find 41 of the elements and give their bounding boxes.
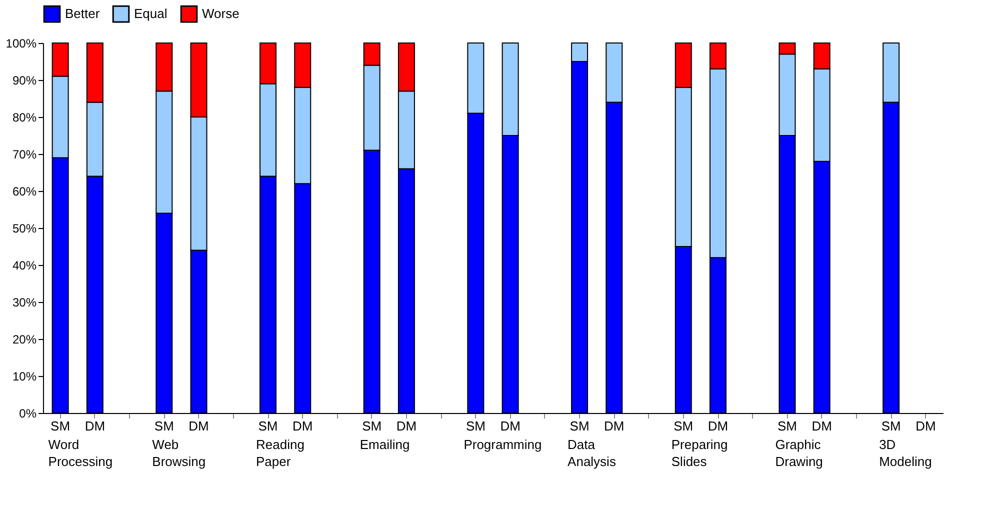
x-tick-label: DM xyxy=(292,418,313,434)
x-tick-label: DM xyxy=(396,418,417,434)
text: Web Browsing xyxy=(152,437,206,469)
text: Graphic Drawing xyxy=(775,437,823,469)
legend-label: Worse xyxy=(202,6,240,22)
x-tick-label: SM xyxy=(570,418,590,434)
y-tick-label: 20% xyxy=(12,332,37,346)
y-tick-label: 100% xyxy=(6,36,37,50)
y-tick-label: 90% xyxy=(12,74,37,88)
x-tick-label: SM xyxy=(362,418,382,434)
text: Reading Paper xyxy=(256,437,304,469)
x-tick-label: SM xyxy=(154,418,174,434)
text: Programming xyxy=(464,437,542,452)
x-tick-label: DM xyxy=(708,418,728,434)
x-tick-label: SM xyxy=(674,418,694,434)
y-tick-label: 10% xyxy=(12,370,37,384)
text: Emailing xyxy=(360,437,410,452)
legend-label: Better xyxy=(65,6,100,22)
x-tick-label: DM xyxy=(84,418,106,434)
x-tick-label: DM xyxy=(500,418,520,434)
y-tick-label: 30% xyxy=(12,296,37,310)
y-tick-label: 0% xyxy=(19,406,37,420)
y-tick-label: 80% xyxy=(12,110,37,124)
x-tick-label: SM xyxy=(777,418,797,434)
x-tick-label: SM xyxy=(881,418,901,434)
y-tick-label: 50% xyxy=(12,222,37,236)
y-tick-label: 60% xyxy=(12,184,37,198)
x-tick-label: DM xyxy=(916,418,936,434)
x-tick-label: DM xyxy=(604,418,624,434)
x-tick-label: DM xyxy=(812,418,832,434)
text: Word Processing xyxy=(48,437,113,469)
x-tick-label: DM xyxy=(188,418,209,434)
y-tick-label: 40% xyxy=(12,258,37,272)
x-tick-label: SM xyxy=(466,418,486,434)
text: Data Analysis xyxy=(568,437,616,469)
text: 3D Modeling xyxy=(879,437,932,469)
text: Preparing Slides xyxy=(671,437,728,469)
y-tick-label: 70% xyxy=(12,148,37,162)
x-tick-label: SM xyxy=(258,418,278,434)
legend-label: Equal xyxy=(134,6,168,22)
x-tick-label: SM xyxy=(50,418,70,434)
